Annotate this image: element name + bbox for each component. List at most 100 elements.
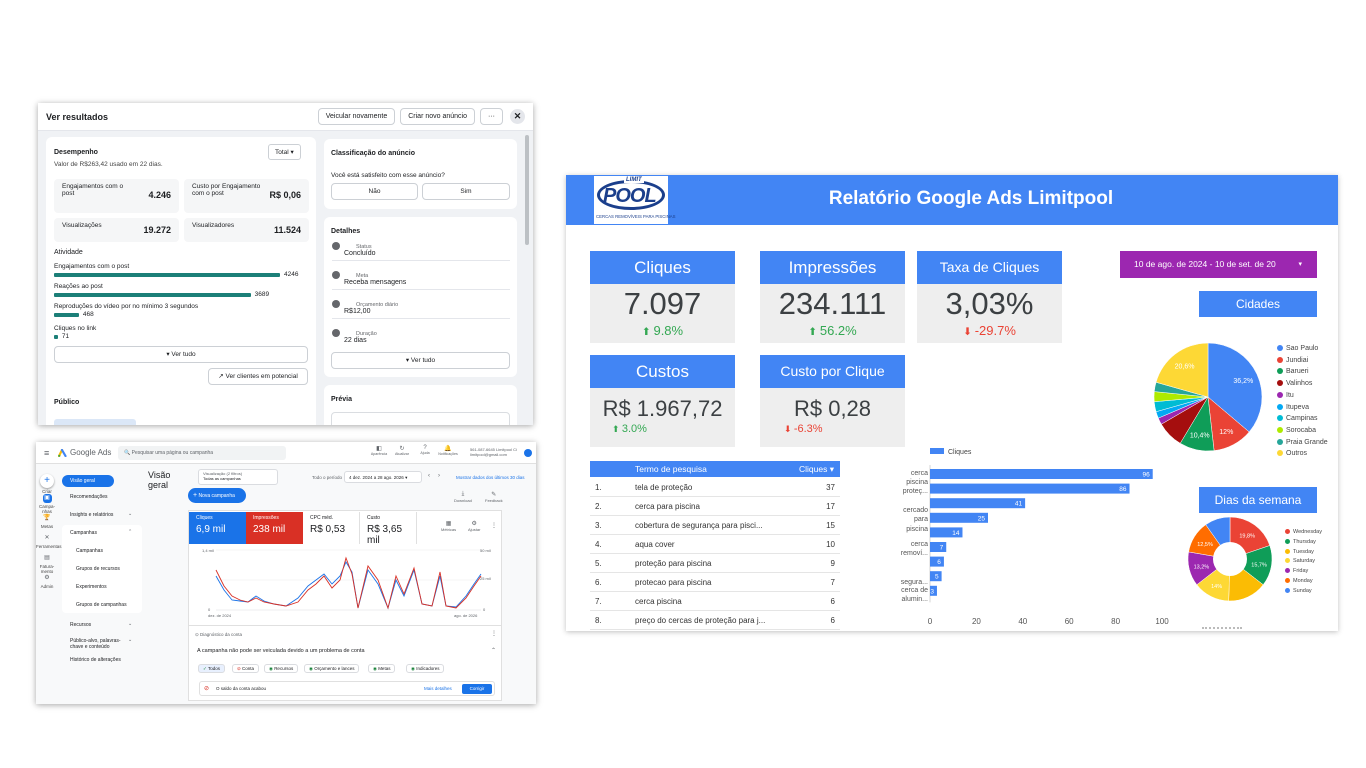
see-all-button[interactable]: ▾ Ver tudo [54, 346, 308, 363]
filter-chip[interactable]: ◉ Metas [368, 664, 396, 673]
filter-chip[interactable]: ⊘ Conta [232, 664, 260, 673]
diagnostics-title: ⊙ Diagnóstico da conta [195, 632, 242, 638]
date-range-picker[interactable]: 4 dez. 2024 a 28 ago. 2026 ▾ [344, 471, 422, 483]
metric-tile[interactable]: Impressões 238 mil [246, 512, 303, 544]
nav-item[interactable]: ▣ Campa-nhas [36, 494, 58, 514]
help-button[interactable]: ? Ajuda [414, 445, 436, 455]
sidebar-item[interactable]: Recomendações [70, 494, 108, 500]
run-again-button[interactable]: Veicular novamente [317, 108, 396, 125]
download-icon: ⤓ [461, 491, 465, 497]
row-number: 6. [595, 578, 602, 587]
audience-preview [54, 419, 136, 425]
billing-icon: ▤ [44, 555, 50, 561]
refresh-button[interactable]: ↻ Atualizar [391, 445, 413, 456]
budget-icon [332, 300, 340, 308]
chevron-icon[interactable]: ⌄ [128, 637, 133, 643]
sidebar-item[interactable]: Grupos de campanhas [76, 602, 127, 608]
nav-item[interactable]: 🏆 Metas [36, 514, 58, 529]
bar-value-label: 86 [1119, 486, 1127, 493]
details-see-all-button[interactable]: ▾ Ver tudo [331, 352, 510, 369]
scrollbar[interactable] [525, 135, 529, 245]
show-last-30-link[interactable]: Mostrar dados dos últimos 30 dias [456, 475, 525, 480]
right-axis-mid: 25 mil [480, 576, 491, 581]
adjust-label: Ajustar [468, 527, 481, 532]
sidebar-item[interactable]: Campanhas [70, 530, 97, 536]
view-filter[interactable]: Visualização (2 filtros) Todas as campanh… [198, 469, 278, 485]
adjust-button[interactable]: ⚙ Ajustar [468, 520, 480, 532]
legend-label: Jundiai [1286, 356, 1309, 364]
search-term: aqua cover [635, 540, 675, 549]
metric-tile[interactable]: Custo R$ 3,65 mil [360, 512, 417, 546]
top-icon-label: Atualizar [395, 452, 409, 456]
diagnostics-more-icon[interactable]: ⋮ [491, 631, 497, 637]
metric-tile[interactable]: Cliques 6,9 mil [189, 512, 246, 544]
legend-item: Thursday [1285, 538, 1316, 545]
sidebar-item[interactable]: Campanhas [76, 548, 103, 554]
kpi-delta: ⬇ -6.3% [760, 423, 905, 435]
check-circle-icon: ◉ [309, 666, 315, 671]
total-dropdown-label: Total [275, 149, 289, 156]
chevron-icon[interactable]: ⌄ [128, 621, 133, 627]
more-vert-icon[interactable]: ⋮ [491, 523, 497, 529]
category-label: segura... [901, 579, 928, 586]
chevron-up-icon[interactable]: ⌃ [491, 648, 497, 654]
close-icon[interactable]: ✕ [510, 109, 525, 124]
detail-row: Meta Receba mensagens [332, 271, 510, 290]
sidebar-item[interactable]: Recursos [70, 622, 92, 628]
account-info[interactable]: 561-087-6645 Limitpool Ci limitpool@gmai… [470, 447, 517, 457]
filter-chip[interactable]: ✓ Todos [198, 664, 225, 673]
potential-clients-button[interactable]: ↗ Ver clientes em potencial [208, 368, 308, 385]
fix-button[interactable]: Corrigir [462, 684, 492, 694]
no-button[interactable]: Não [331, 183, 418, 200]
chevron-left-icon[interactable]: ‹ [428, 473, 430, 479]
see-all-label: Ver tudo [410, 357, 436, 364]
filter-chip[interactable]: ◉ Recursos [264, 664, 299, 673]
yes-button[interactable]: Sim [422, 183, 510, 200]
see-all-label: Ver tudo [171, 351, 196, 358]
nav-item[interactable]: ⚙ Admin [36, 574, 58, 589]
nav-item[interactable]: + Criar [36, 474, 58, 494]
clicks-column-header[interactable]: Cliques ▾ [799, 464, 834, 474]
search-input[interactable]: 🔍 Pesquisar uma página ou campanha [118, 446, 286, 460]
more-options-button[interactable]: ··· [480, 108, 503, 125]
filter-chip[interactable]: ◉ Indicadores [406, 664, 445, 673]
term-column-header[interactable]: Termo de pesquisa [635, 464, 707, 474]
legend-swatch [1277, 426, 1283, 433]
detail-value: Receba mensagens [344, 279, 407, 286]
sidebar-item[interactable]: Grupos de recursos [76, 566, 120, 572]
search-placeholder: Pesquisar uma página ou campanha [131, 450, 214, 456]
menu-icon[interactable]: ≡ [44, 448, 50, 458]
kpi-title: Cliques [590, 251, 735, 284]
chevron-icon[interactable]: ⌃ [128, 529, 133, 535]
legend-item: Valinhos [1277, 380, 1312, 387]
search-term: preço do cercas de proteção para j... [635, 616, 766, 625]
sidebar-item[interactable]: Visão geral [62, 475, 114, 487]
metrics-button[interactable]: ▦ Métricas [441, 520, 456, 532]
feedback-button[interactable]: ✎ Feedback [485, 491, 503, 503]
nav-label: Fatura-mento [39, 564, 55, 574]
new-campaign-button[interactable]: + Nova campanha [188, 488, 246, 503]
nav-item[interactable]: ✕ Ferramentas [36, 534, 62, 549]
chevron-right-icon[interactable]: › [438, 473, 440, 479]
total-dropdown[interactable]: Total ▾ [268, 144, 301, 160]
more-details-link[interactable]: Mais detalhes [424, 686, 452, 691]
x-tick-label: 60 [1065, 617, 1074, 626]
create-ad-button[interactable]: Criar novo anúncio [400, 108, 475, 125]
sidebar-item[interactable]: Público-alvo, palavras-chave e conteúdo [70, 638, 121, 650]
activity-bar [54, 335, 58, 339]
date-range-selector[interactable]: 10 de ago. de 2024 - 10 de set. de 20 ▾ [1120, 251, 1317, 278]
filter-chip[interactable]: ◉ Orçamento e lances [304, 664, 360, 673]
page-title: Visão geral [148, 470, 171, 490]
sidebar-item[interactable]: Insights e relatórios [70, 512, 114, 518]
avatar[interactable] [524, 449, 532, 457]
pagination-dots[interactable] [1202, 627, 1242, 630]
notifications-button[interactable]: 🔔 Notificações [437, 445, 459, 456]
metric-tile[interactable]: CPC méd. R$ 0,53 [303, 512, 360, 544]
appearance-button[interactable]: ◧ Aparência [368, 445, 390, 456]
nav-item[interactable]: ▤ Fatura-mento [36, 554, 58, 574]
chevron-icon[interactable]: ⌄ [128, 511, 133, 517]
sidebar-item[interactable]: Experimentos [76, 584, 107, 590]
sidebar-item[interactable]: Histórico de alterações [70, 657, 121, 663]
legend-swatch [1277, 391, 1283, 398]
download-button[interactable]: ⤓ Download [454, 491, 472, 503]
